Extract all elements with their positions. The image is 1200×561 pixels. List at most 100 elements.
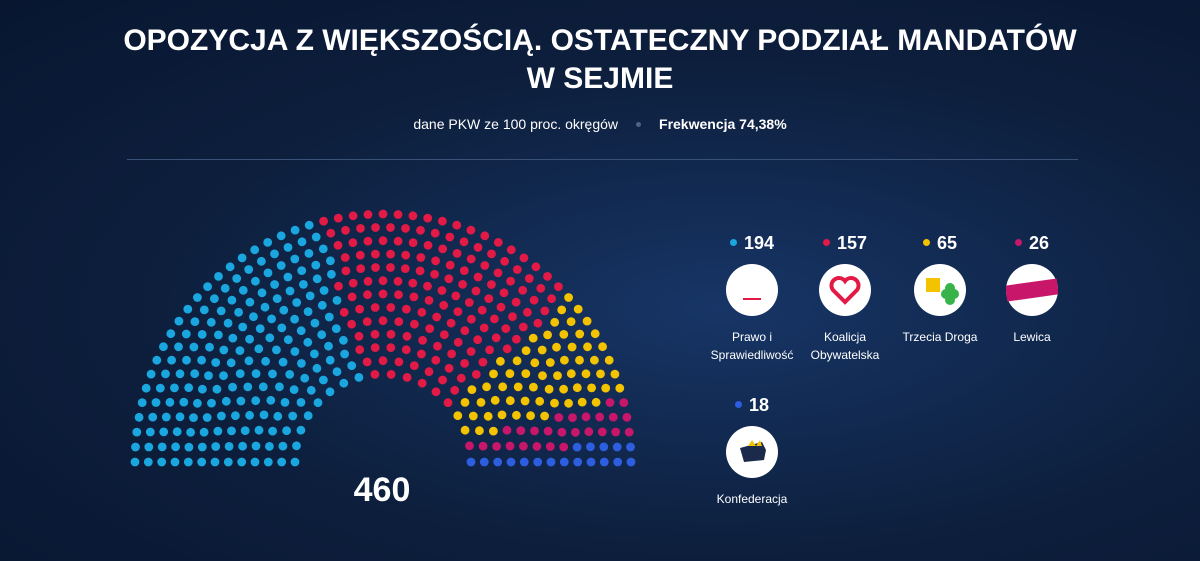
seat xyxy=(244,356,254,366)
seat xyxy=(175,412,185,422)
seat xyxy=(506,276,515,286)
seat xyxy=(290,225,300,235)
seat xyxy=(487,249,496,259)
seat xyxy=(174,342,183,352)
seat xyxy=(276,231,286,241)
seat xyxy=(480,231,490,241)
seat xyxy=(362,317,372,326)
party-seats xyxy=(130,220,364,467)
seat xyxy=(184,442,194,452)
seat xyxy=(393,210,403,219)
seat xyxy=(263,238,273,247)
seat xyxy=(211,358,221,367)
seat xyxy=(290,314,299,324)
seat xyxy=(386,249,395,259)
seat xyxy=(437,286,447,295)
seat xyxy=(613,457,623,467)
seat xyxy=(227,295,237,305)
seat xyxy=(304,249,314,258)
seat xyxy=(272,345,281,355)
seat xyxy=(303,307,313,316)
seat xyxy=(243,382,253,392)
seat xyxy=(417,349,426,359)
seat xyxy=(493,457,503,467)
seat xyxy=(226,358,236,368)
seat xyxy=(217,411,226,421)
seat xyxy=(362,357,372,367)
seat xyxy=(371,223,380,232)
seat xyxy=(523,307,532,317)
seat xyxy=(608,412,618,422)
seat xyxy=(267,314,276,324)
seat xyxy=(250,245,260,255)
seat xyxy=(263,457,273,467)
seat xyxy=(546,457,556,467)
legend-value: 18 xyxy=(748,395,770,415)
seat xyxy=(354,331,364,341)
seat xyxy=(319,216,328,226)
seat xyxy=(520,396,530,406)
seat xyxy=(490,314,499,324)
seat xyxy=(184,383,194,393)
seat xyxy=(261,356,270,366)
seat xyxy=(506,457,516,467)
party-seats xyxy=(319,209,563,408)
legend-value: 65 xyxy=(936,233,958,253)
seat xyxy=(211,442,221,451)
seat xyxy=(312,274,322,284)
seat xyxy=(453,307,463,316)
seat xyxy=(424,296,434,305)
seat xyxy=(223,318,233,328)
seat xyxy=(171,442,181,452)
seat xyxy=(485,345,494,355)
seat xyxy=(339,335,348,345)
legend-value: 194 xyxy=(743,233,775,253)
seat xyxy=(210,294,219,304)
seat xyxy=(513,382,523,392)
seat xyxy=(193,398,202,408)
seat xyxy=(214,330,223,340)
seat xyxy=(143,457,153,467)
seat xyxy=(528,333,538,343)
seat xyxy=(265,333,275,343)
seat xyxy=(205,342,214,352)
seat xyxy=(290,254,300,264)
seat xyxy=(371,263,380,272)
seat xyxy=(238,441,248,451)
seat xyxy=(466,347,476,356)
seat xyxy=(219,345,229,355)
seat xyxy=(161,412,171,422)
legend-count: 194 xyxy=(697,233,807,254)
chart-title: OPOZYCJA Z WIĘKSZOŚCIĄ. OSTATECZNY PODZI… xyxy=(123,24,1077,95)
seat xyxy=(584,427,594,437)
seat xyxy=(467,314,476,324)
seat xyxy=(394,357,404,367)
seat xyxy=(324,312,334,322)
seat xyxy=(238,285,248,295)
seat xyxy=(227,426,236,436)
seat xyxy=(197,330,207,339)
seat xyxy=(325,355,335,365)
seat xyxy=(564,398,573,408)
seat xyxy=(363,236,373,246)
seat xyxy=(340,349,349,359)
seat xyxy=(506,245,516,255)
seat xyxy=(363,290,372,300)
seat xyxy=(152,355,162,365)
seat xyxy=(148,412,158,422)
seat xyxy=(612,442,622,452)
seat xyxy=(132,427,142,437)
seat xyxy=(251,441,261,451)
seat xyxy=(223,457,233,467)
seat xyxy=(540,306,550,316)
legend-label: Prawo i Sprawiedliwość xyxy=(710,330,794,362)
seat xyxy=(496,356,505,366)
seat xyxy=(198,384,207,394)
seat xyxy=(157,457,167,467)
seat xyxy=(386,370,396,379)
seat xyxy=(408,238,418,248)
seat xyxy=(521,346,531,355)
seat xyxy=(228,382,238,392)
seat xyxy=(220,283,230,293)
party-logo xyxy=(819,264,871,316)
